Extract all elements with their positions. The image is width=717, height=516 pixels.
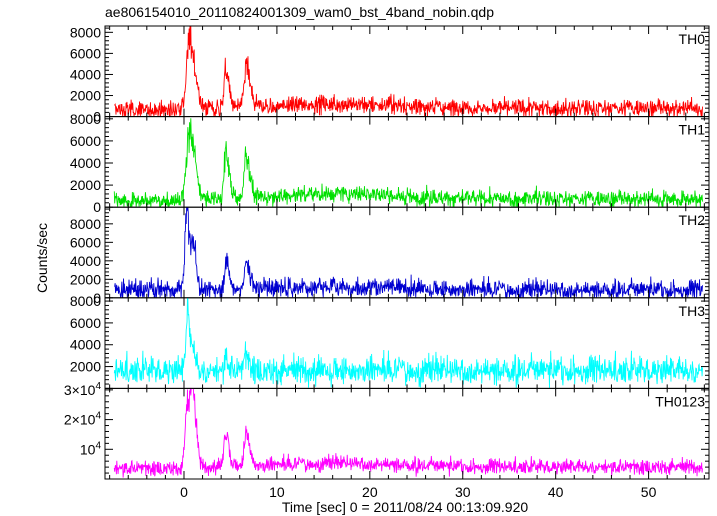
x-axis-label: Time [sec] 0 = 2011/08/24 00:13:09.920 xyxy=(282,499,529,515)
x-tick-label: 20 xyxy=(362,484,378,500)
y-tick-label: 6000 xyxy=(70,315,101,331)
panel-label-th3: TH3 xyxy=(679,303,706,319)
y-tick-label: 4000 xyxy=(70,253,101,269)
series-line-th0123 xyxy=(113,387,703,478)
x-tick-label: 50 xyxy=(641,484,657,500)
series-line-th0 xyxy=(114,25,703,118)
y-tick-label: 3×104 xyxy=(64,381,102,398)
panels-group: 20004000600080000TH020004000600080000TH1… xyxy=(64,24,710,480)
x-tick-label: 30 xyxy=(455,484,471,500)
y-tick-label: 2000 xyxy=(70,271,101,287)
panel-label-th1: TH1 xyxy=(679,122,706,138)
y-tick-label: 2000 xyxy=(70,177,101,193)
y-tick-label: 6000 xyxy=(70,234,101,250)
y-tick-label: 0 xyxy=(93,199,101,215)
x-tick-label: 40 xyxy=(548,484,564,500)
y-tick-label: 0 xyxy=(93,109,101,125)
panel-label-th0: TH0 xyxy=(679,31,706,47)
y-tick-label: 4000 xyxy=(70,155,101,171)
y-tick-label: 4000 xyxy=(70,337,101,353)
y-tick-label: 4000 xyxy=(70,66,101,82)
y-tick-label: 104 xyxy=(80,440,102,457)
y-tick-label: 8000 xyxy=(70,24,101,40)
y-tick-label: 2×104 xyxy=(64,411,102,428)
y-tick-label: 6000 xyxy=(70,133,101,149)
y-tick-label: 8000 xyxy=(70,293,101,309)
series-line-th1 xyxy=(113,118,703,208)
x-tick-label: 0 xyxy=(180,484,188,500)
y-tick-label: 8000 xyxy=(70,216,101,232)
y-axis-label: Counts/sec xyxy=(34,223,50,293)
y-tick-label: 0 xyxy=(93,290,101,306)
series-line-th2 xyxy=(114,207,703,300)
panel-label-th2: TH2 xyxy=(679,212,706,228)
y-tick-label: 2000 xyxy=(70,88,101,104)
y-tick-label: 8000 xyxy=(70,111,101,127)
chart-title: ae806154010_20110824001309_wam0_bst_4ban… xyxy=(105,4,494,20)
series-line-th3 xyxy=(113,297,703,388)
panel-label-th0123: TH0123 xyxy=(655,393,705,409)
y-tick-label: 6000 xyxy=(70,45,101,61)
x-tick-label: 10 xyxy=(269,484,285,500)
x-tick-labels: 0 10 20 30 40 50 xyxy=(180,484,657,500)
y-tick-label: 2000 xyxy=(70,359,101,375)
